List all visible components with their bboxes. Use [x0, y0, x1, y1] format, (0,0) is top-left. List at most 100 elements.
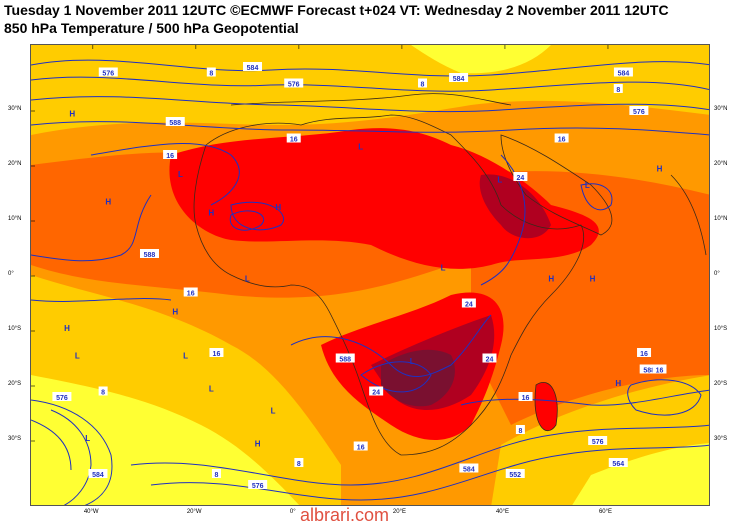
- y-tick-label-left: 20°N: [8, 161, 22, 167]
- x-tick-label-bottom: 40°W: [83, 509, 99, 515]
- y-tick-label-right: 20°N: [714, 161, 728, 167]
- contour-label-text: 24: [516, 175, 524, 182]
- y-tick-label-left: 0°: [8, 271, 14, 277]
- contour-label: 16: [286, 133, 301, 144]
- contour-line: [130, 424, 709, 486]
- contour-label: 16: [554, 133, 569, 144]
- contour-label: 584: [613, 67, 633, 78]
- low-pressure-label: L: [75, 352, 80, 361]
- hot-region-sahara: [169, 128, 599, 269]
- contour-label-text: 588: [169, 120, 181, 127]
- pressure-centre-labels: H H H L H L L L H L H H L H H L L L L L H H L: [64, 110, 662, 449]
- contour-label-box: [613, 84, 623, 93]
- grid-ticks: [31, 45, 609, 442]
- contour-label-box: [369, 386, 384, 396]
- contour-label-text: 24: [372, 390, 380, 397]
- low-pressure-label: L: [441, 264, 446, 273]
- contour-label-text: 8: [616, 87, 620, 94]
- y-tick-label-left: 20°S: [8, 381, 22, 387]
- contour-label-box: [461, 298, 476, 308]
- contour-label: 24: [461, 298, 476, 309]
- contour-label-text: 16: [640, 351, 648, 358]
- contour-label-box: [353, 441, 368, 451]
- contour-label-box: [459, 463, 479, 473]
- high-pressure-label: H: [275, 203, 281, 212]
- low-pressure-label: L: [209, 385, 214, 394]
- contour-line: [31, 76, 709, 92]
- weather-map[interactable]: 576 8 584 576 8 584 584 8 576 588 16 16 16 24 588 16 24 1…: [30, 44, 710, 506]
- low-pressure-label: L: [585, 181, 590, 190]
- low-pressure-label: L: [85, 434, 90, 443]
- contour-line: [31, 121, 709, 136]
- contour-label-text: 8: [215, 472, 219, 479]
- contour-label-text: 588: [339, 357, 351, 364]
- y-tick-label-left: 10°S: [8, 326, 22, 332]
- contour-label: 16: [183, 287, 198, 298]
- contour-label: 16: [209, 348, 224, 358]
- contour-label: 24: [482, 353, 497, 364]
- coastlines: [193, 93, 707, 456]
- contour-label-box: [243, 62, 263, 71]
- contour-label: 588: [639, 364, 659, 375]
- contour-label-text: 16: [166, 153, 174, 160]
- contour-label-text: 8: [421, 82, 425, 89]
- y-tick-label-right: 10°S: [714, 326, 728, 332]
- contour-label: 588: [335, 353, 355, 364]
- contour-label-text: 576: [288, 82, 300, 89]
- chart-subtitle: 850 hPa Temperature / 500 hPa Geopotenti…: [4, 20, 299, 36]
- low-pressure-label: L: [178, 170, 183, 179]
- contour-line: [31, 194, 152, 262]
- y-tick-label-left: 30°S: [8, 436, 22, 442]
- contour-line: [90, 143, 240, 206]
- contour-label-box: [284, 78, 304, 88]
- contour-label-box: [449, 73, 469, 82]
- contour-label-text: 588: [643, 368, 655, 375]
- contour-label: 24: [369, 386, 384, 397]
- contour-label: 584: [243, 62, 263, 72]
- contour-label-text: 16: [656, 368, 664, 375]
- contour-label-box: [286, 133, 301, 143]
- hot-region-madagascar: [535, 382, 558, 431]
- contour-line: [360, 361, 432, 393]
- contour-label: 8: [418, 78, 428, 89]
- chart-title: Tuesday 1 November 2011 12UTC ©ECMWF For…: [4, 2, 669, 18]
- contour-label: 576: [629, 106, 649, 116]
- contour-label: 8: [294, 458, 304, 468]
- contour-label-text: 576: [252, 483, 264, 490]
- contour-line: [31, 96, 709, 113]
- contour-label-text: 8: [101, 390, 105, 397]
- contour-label-box: [211, 469, 221, 478]
- contour-label-box: [515, 425, 525, 434]
- contour-label: 576: [98, 67, 118, 78]
- contour-label-box: [183, 287, 198, 297]
- high-pressure-label: H: [69, 110, 75, 119]
- contour-label: 584: [459, 463, 479, 474]
- contour-label-box: [294, 458, 304, 467]
- contour-label-box: [652, 364, 667, 374]
- contour-label-box: [554, 133, 569, 143]
- contour-label-box: [165, 117, 185, 126]
- watermark: albrari.com: [300, 505, 390, 525]
- contour-label: 16: [518, 392, 533, 402]
- contour-label-box: [518, 392, 533, 401]
- contour-label-box: [335, 353, 355, 363]
- contour-label-text: 576: [592, 439, 604, 446]
- contour-label-text: 8: [297, 461, 301, 468]
- high-pressure-label: H: [64, 324, 70, 333]
- contour-label-box: [206, 67, 216, 77]
- low-pressure-label: L: [410, 357, 415, 366]
- contour-label: 576: [248, 480, 268, 490]
- contour-label: 552: [505, 469, 525, 479]
- contour-label-text: 16: [522, 395, 530, 402]
- contour-line: [460, 389, 709, 406]
- x-tick-label-bottom: 40°E: [495, 509, 510, 515]
- contour-label-text: 16: [213, 351, 221, 358]
- low-pressure-label: L: [497, 176, 502, 185]
- contour-label: 564: [608, 458, 628, 468]
- contour-label-box: [139, 249, 159, 258]
- contour-label: 16: [353, 441, 368, 452]
- contour-label-box: [52, 392, 72, 401]
- contour-line: [31, 59, 709, 77]
- low-pressure-label: L: [183, 352, 188, 361]
